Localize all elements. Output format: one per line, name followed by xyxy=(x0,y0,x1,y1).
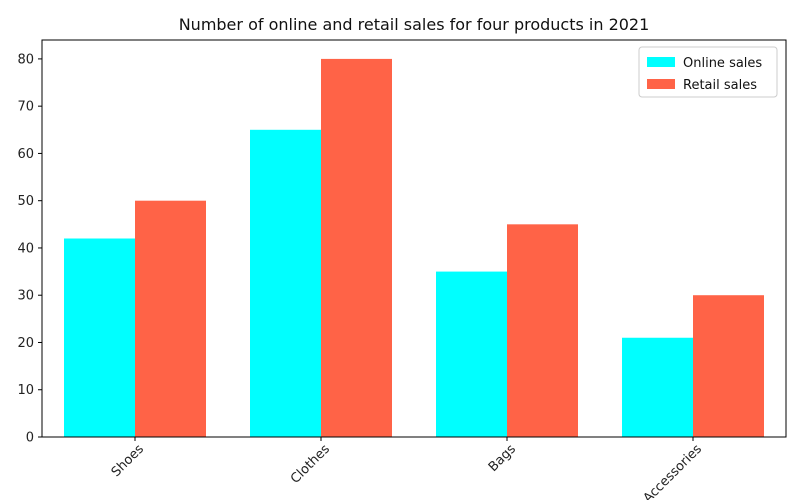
bars-group xyxy=(64,58,764,438)
plot-frame xyxy=(41,39,787,438)
chart-title: Number of online and retail sales for fo… xyxy=(179,15,650,34)
bar-online-sales-clothes xyxy=(250,129,321,438)
y-axis: 0 10 20 30 40 50 60 70 80 xyxy=(17,52,42,446)
y-tick-label: 0 xyxy=(26,431,34,446)
legend-label: Retail sales xyxy=(683,78,757,93)
bar-retail-sales-bags xyxy=(507,224,578,437)
legend-swatch xyxy=(647,79,675,89)
bar-online-sales-accessories xyxy=(622,337,693,437)
bar-retail-sales-clothes xyxy=(321,58,392,438)
x-tick-label: Accessories xyxy=(641,442,706,500)
legend-swatch xyxy=(647,57,675,67)
y-tick-label: 20 xyxy=(17,336,34,351)
bar-retail-sales-accessories xyxy=(693,295,764,437)
x-tick-label: Clothes xyxy=(288,442,333,487)
x-tick-label: Shoes xyxy=(109,442,147,480)
y-tick-label: 30 xyxy=(17,289,34,304)
bar-retail-sales-shoes xyxy=(135,200,206,437)
y-tick-label: 80 xyxy=(17,52,34,67)
y-tick-label: 50 xyxy=(17,194,34,209)
y-tick-label: 70 xyxy=(17,100,34,115)
x-tick-label: Bags xyxy=(486,442,519,475)
legend-label: Online sales xyxy=(683,56,762,71)
legend: Online sales Retail sales xyxy=(638,46,778,98)
bar-online-sales-bags xyxy=(436,271,507,437)
y-tick-label: 10 xyxy=(17,383,34,398)
bar-online-sales-shoes xyxy=(64,238,135,437)
x-axis: Shoes Clothes Bags Accessories xyxy=(109,437,705,500)
y-tick-label: 60 xyxy=(17,147,34,162)
y-tick-label: 40 xyxy=(17,241,34,256)
